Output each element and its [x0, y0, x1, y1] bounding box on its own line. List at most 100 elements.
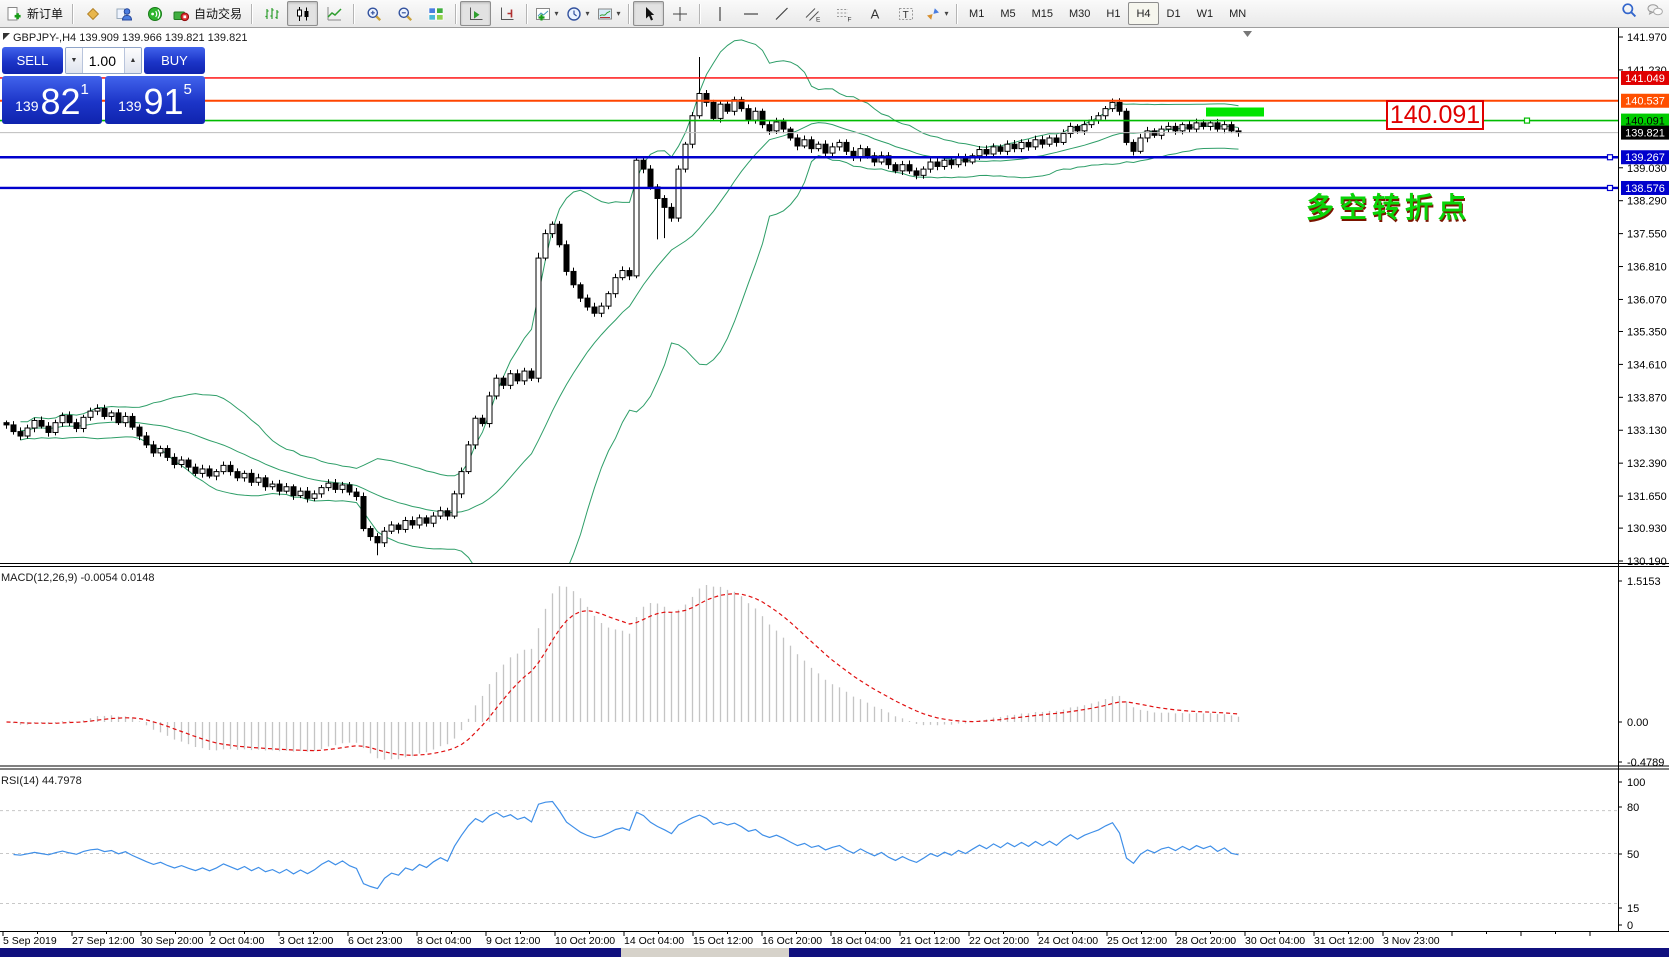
bb-middle	[20, 122, 1239, 513]
bar-chart-button[interactable]	[256, 1, 287, 26]
volume-up-button[interactable]: ▲	[124, 48, 141, 73]
highlight-bar[interactable]	[1206, 107, 1264, 117]
price-badge	[1621, 180, 1669, 195]
new-order-icon	[6, 6, 22, 22]
arrows-tool-button[interactable]: ▾	[921, 1, 952, 26]
signals-button[interactable]	[139, 1, 170, 26]
scrollbar-thumb[interactable]	[621, 948, 789, 957]
arrows-icon	[925, 6, 941, 22]
timeframe-M30[interactable]: M30	[1069, 7, 1091, 20]
timeframe-MN[interactable]: MN	[1229, 7, 1247, 20]
svg-text:6 Oct 23:00: 6 Oct 23:00	[348, 935, 402, 947]
channel-tool-button[interactable]: E	[797, 1, 828, 26]
new-order-button[interactable]: 新订单	[3, 1, 68, 26]
hline-tool-button[interactable]	[735, 1, 766, 26]
toolbar-separator	[956, 3, 958, 24]
autotrade-button[interactable]: 自动交易	[170, 1, 247, 26]
auto-scroll-icon	[499, 6, 515, 22]
dropdown-arrow-icon: ▾	[616, 9, 621, 18]
svg-text:25 Oct 12:00: 25 Oct 12:00	[1107, 935, 1167, 947]
timeframe-W1[interactable]: W1	[1196, 7, 1214, 20]
svg-text:139.267: 139.267	[1625, 152, 1665, 164]
volume-down-button[interactable]: ▼	[66, 48, 83, 73]
signal-icon	[147, 6, 163, 22]
svg-text:-0.4789: -0.4789	[1627, 757, 1664, 769]
market-watch-button[interactable]	[108, 1, 139, 26]
profile-button[interactable]	[77, 1, 108, 26]
chart-window-icon	[3, 33, 10, 40]
auto-scroll-button[interactable]	[491, 1, 522, 26]
zoom-in-button[interactable]	[358, 1, 389, 26]
zoom-out-button[interactable]	[389, 1, 420, 26]
chart-shift-button[interactable]	[460, 1, 492, 26]
svg-text:136.070: 136.070	[1627, 294, 1667, 306]
text-label-tool-button[interactable]: T	[890, 1, 921, 26]
timeframe-toolbar: M1 M5 M15 M30 H1 H4 D1 W1 MN	[961, 2, 1254, 25]
timeframe-H4[interactable]: H4	[1128, 2, 1159, 25]
svg-text:133.870: 133.870	[1627, 392, 1667, 404]
volume-value[interactable]: 1.00	[88, 52, 116, 69]
price-callout-box[interactable]: 140.091	[1386, 100, 1484, 130]
crosshair-tool-button[interactable]	[664, 1, 695, 26]
tile-windows-button[interactable]	[420, 1, 451, 26]
dropdown-arrow-icon: ▾	[585, 9, 590, 18]
svg-text:1.5153: 1.5153	[1627, 576, 1661, 588]
svg-text:10 Oct 20:00: 10 Oct 20:00	[555, 935, 615, 947]
price-badge	[1621, 125, 1669, 140]
line-chart-button[interactable]	[318, 1, 349, 26]
svg-text:130.930: 130.930	[1627, 523, 1667, 535]
buy-button[interactable]: BUY	[144, 47, 205, 74]
sell-price-sup: 1	[80, 81, 89, 98]
chinese-annotation[interactable]: 多空转折点	[1306, 192, 1472, 223]
timeframe-M1[interactable]: M1	[969, 7, 985, 20]
toolbar-separator	[353, 3, 355, 24]
svg-text:27 Sep 12:00: 27 Sep 12:00	[72, 935, 135, 947]
toolbar-separator	[251, 3, 253, 24]
rsi-line	[13, 800, 1239, 890]
vline-tool-button[interactable]	[704, 1, 735, 26]
template-icon	[597, 6, 613, 22]
text-icon: A	[867, 6, 883, 22]
community-chat-icon[interactable]	[1647, 2, 1663, 18]
chart-canvas[interactable]: 141.970141.230139.030138.290137.550136.8…	[0, 28, 1669, 948]
candlestick-chart-button[interactable]	[287, 1, 319, 26]
sell-price-small: 139	[15, 98, 39, 114]
toolbar-separator	[628, 3, 630, 24]
price-badge	[1621, 70, 1669, 85]
channel-icon: E	[805, 6, 821, 23]
rsi-pane	[0, 800, 1618, 905]
timeframe-M5[interactable]: M5	[1000, 7, 1016, 20]
trendline-tool-button[interactable]	[766, 1, 797, 26]
zoom-in-icon	[366, 6, 382, 22]
svg-text:30 Sep 20:00: 30 Sep 20:00	[141, 935, 204, 947]
toolbar-separator	[455, 3, 457, 24]
svg-text:130.190: 130.190	[1627, 556, 1667, 568]
chart-scrollbar[interactable]	[0, 948, 1669, 957]
svg-text:132.390: 132.390	[1627, 458, 1667, 470]
svg-text:30 Oct 04:00: 30 Oct 04:00	[1245, 935, 1305, 947]
timeframe-M15[interactable]: M15	[1031, 7, 1053, 20]
ohlc-info-line: GBPJPY-,H4 139.909 139.966 139.821 139.8…	[13, 32, 248, 44]
search-icon[interactable]	[1621, 2, 1637, 18]
svg-text:137.550: 137.550	[1627, 229, 1667, 241]
bb-lower	[20, 147, 1239, 563]
horizontal-line-icon	[743, 6, 759, 22]
svg-text:0: 0	[1627, 920, 1633, 932]
indicators-button[interactable]: ▾	[531, 1, 562, 26]
sell-button[interactable]: SELL	[2, 47, 63, 74]
text-tool-button[interactable]: A	[859, 1, 890, 26]
periods-button[interactable]: ▾	[562, 1, 593, 26]
fibonacci-tool-button[interactable]: F	[828, 1, 859, 26]
svg-text:2 Oct 04:00: 2 Oct 04:00	[210, 935, 264, 947]
dropdown-arrow-icon: ▾	[554, 9, 559, 18]
timeframe-H1[interactable]: H1	[1106, 7, 1121, 20]
buy-price-display[interactable]: 139 91 5	[105, 76, 205, 124]
templates-button[interactable]: ▾	[593, 1, 624, 26]
price-badge	[1621, 150, 1669, 165]
shift-marker-icon	[1243, 31, 1252, 37]
timeframe-D1[interactable]: D1	[1166, 7, 1181, 20]
sell-price-display[interactable]: 139 82 1	[2, 76, 102, 124]
svg-text:138.576: 138.576	[1625, 183, 1665, 195]
cursor-tool-button[interactable]	[633, 1, 665, 26]
profile-icon	[85, 6, 101, 22]
